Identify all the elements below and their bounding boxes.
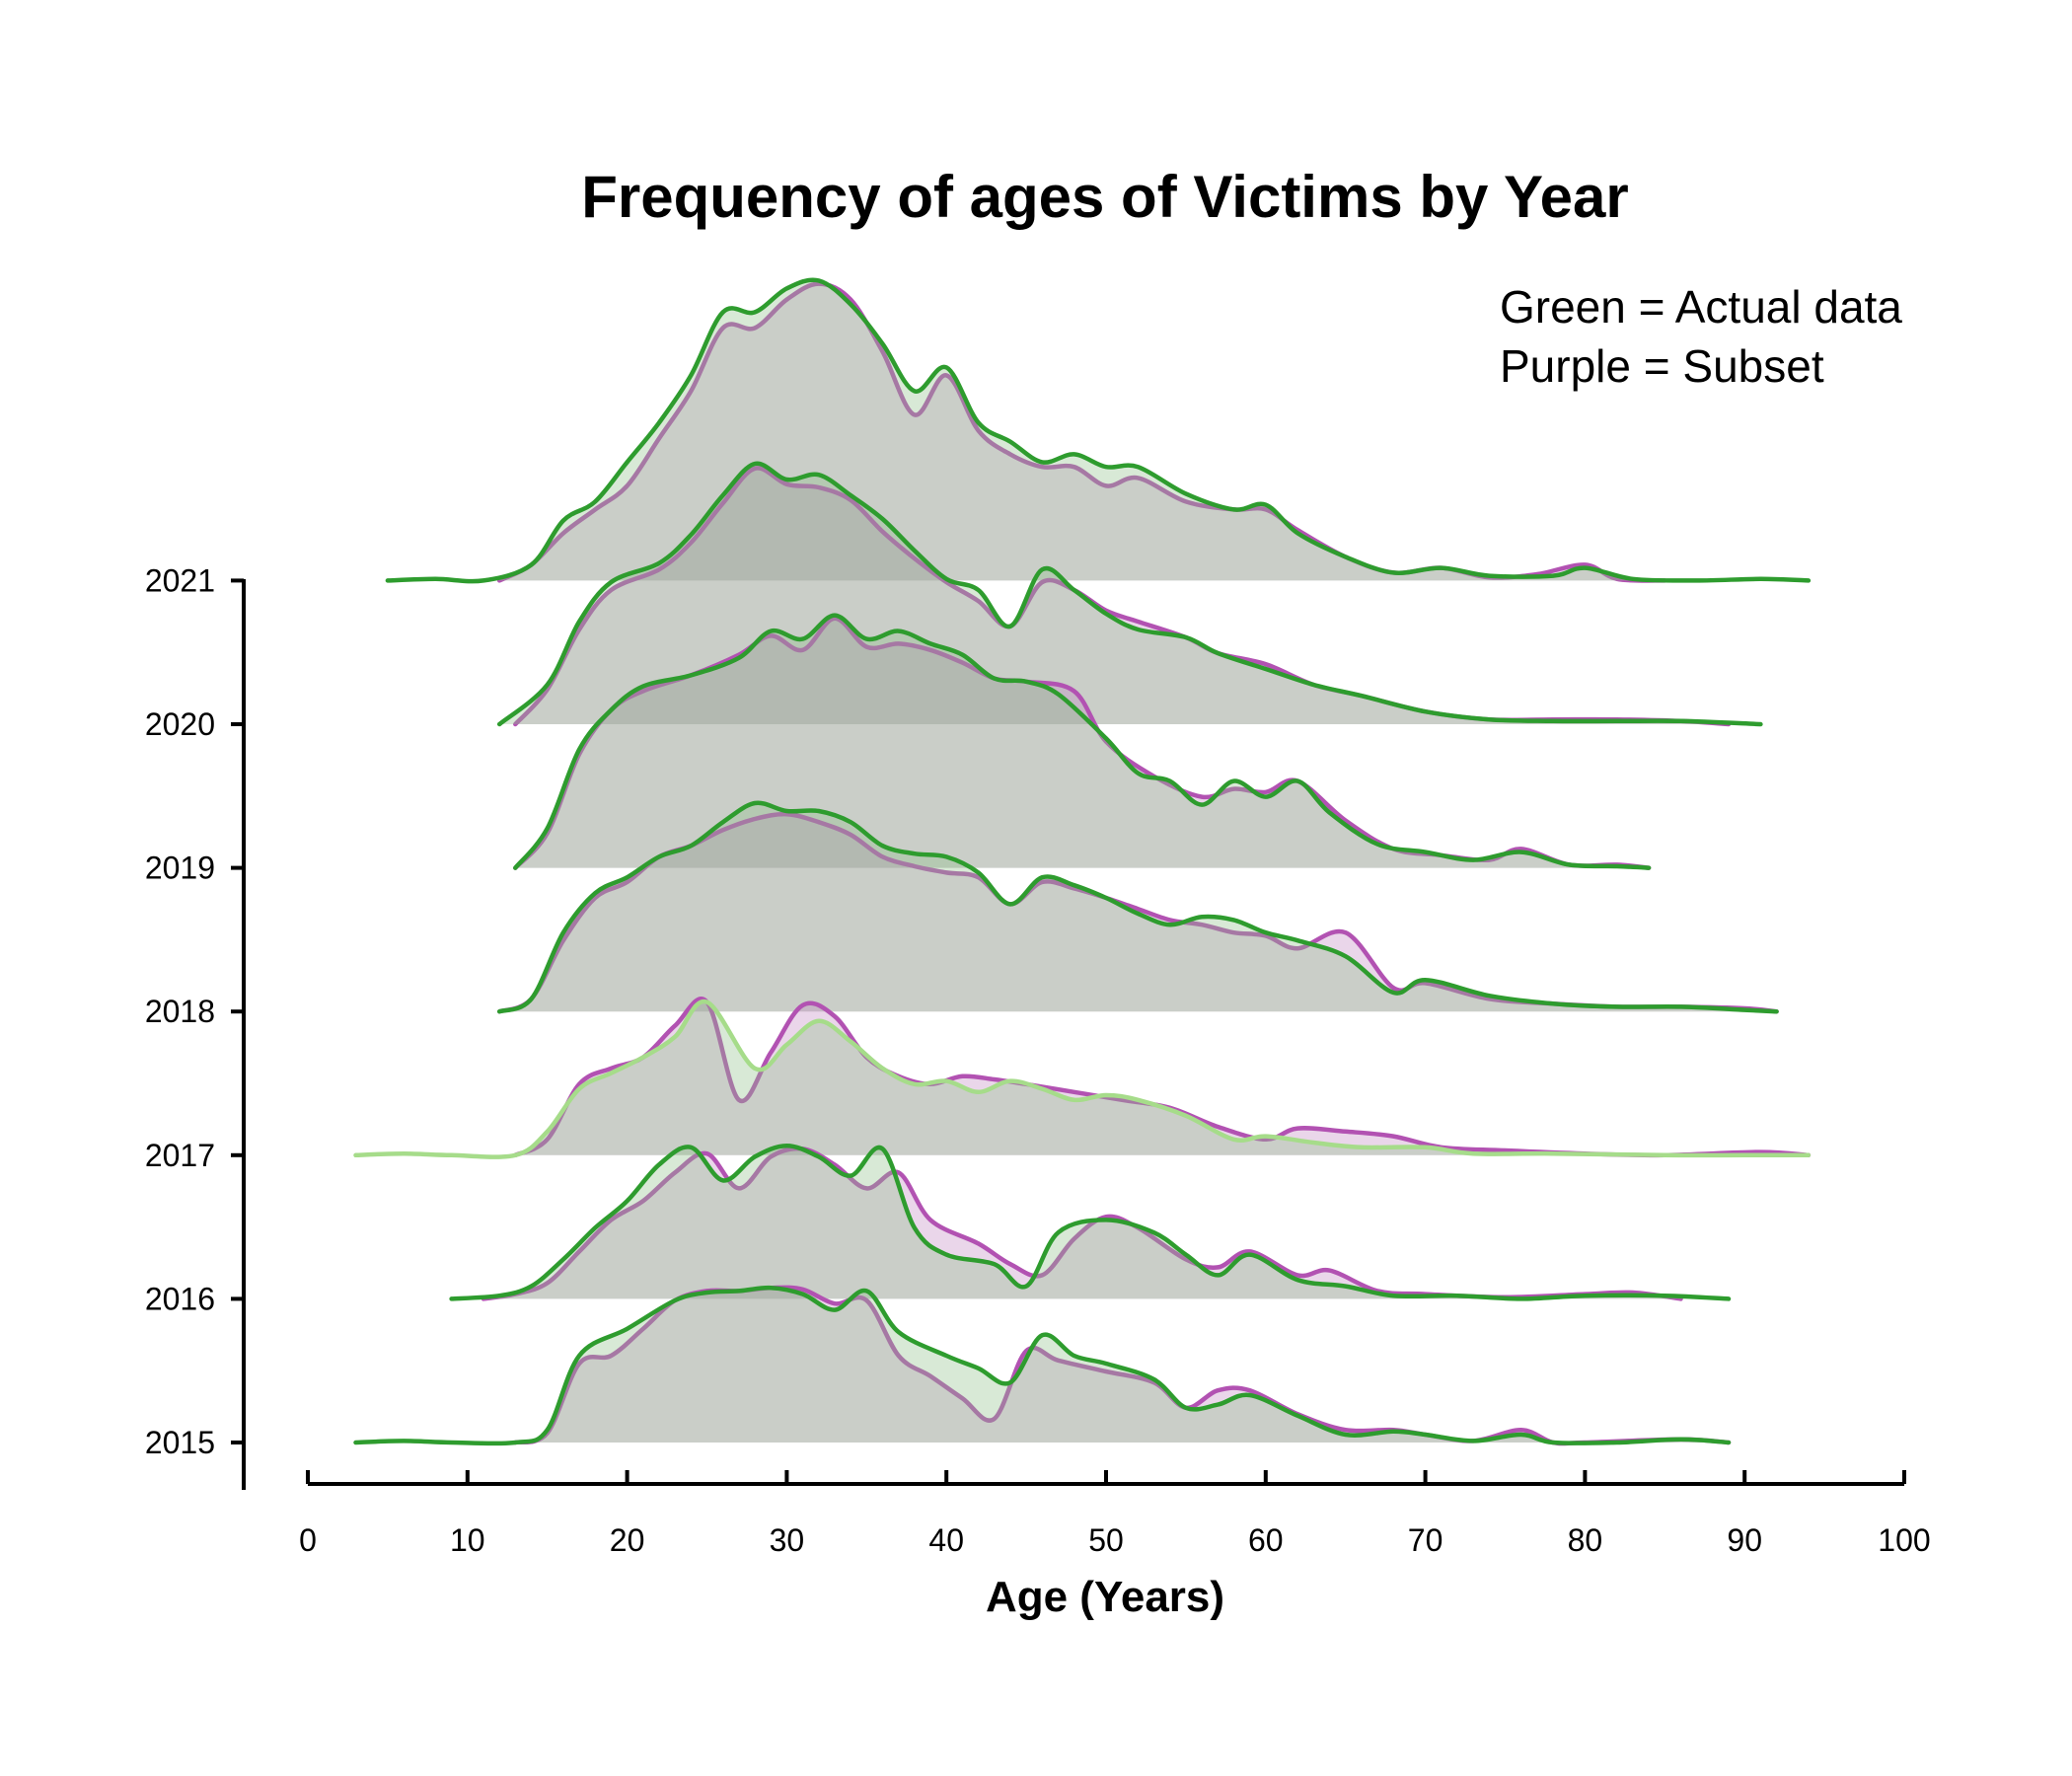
x-tick-label-50: 50	[1088, 1522, 1124, 1558]
y-ticks-group: 2015 2016 2017 2018 2019 2020 2021	[145, 562, 244, 1460]
y-tick-label-2016: 2016	[145, 1281, 215, 1316]
y-tick-label-2019: 2019	[145, 851, 215, 886]
line-subset-2016	[481, 1146, 1683, 1301]
line-actual-2016	[449, 1143, 1732, 1301]
line-actual-2019	[513, 613, 1652, 870]
x-tick-label-60: 60	[1248, 1522, 1284, 1558]
area-actual-2015	[355, 1288, 1729, 1444]
y-tick-label-2018: 2018	[145, 994, 215, 1029]
area-subset-2019	[515, 618, 1650, 868]
area-subset-2015	[515, 1287, 1729, 1444]
x-tick-label-40: 40	[928, 1522, 964, 1558]
x-tick-label-20: 20	[610, 1522, 645, 1558]
line-actual-2021	[385, 277, 1812, 584]
x-tick-label-80: 80	[1568, 1522, 1603, 1558]
legend-line-subset: Purple = Subset	[1500, 340, 1824, 392]
x-axis-label: Age (Years)	[986, 1573, 1224, 1621]
x-tick-label-0: 0	[299, 1522, 317, 1558]
area-subset-2016	[483, 1148, 1681, 1299]
line-actual-2015	[353, 1285, 1732, 1446]
ridge-2015	[353, 1285, 1732, 1446]
x-tick-label-100: 100	[1878, 1522, 1930, 1558]
area-subset-2021	[499, 283, 1665, 581]
line-actual-2020	[496, 461, 1763, 727]
line-actual-2018	[496, 800, 1779, 1014]
y-tick-label-2015: 2015	[145, 1425, 215, 1460]
y-tick-label-2017: 2017	[145, 1138, 215, 1173]
ridge-2016	[449, 1143, 1732, 1301]
y-tick-label-2020: 2020	[145, 706, 215, 742]
ridge-2018	[496, 800, 1779, 1014]
y-tick-label-2021: 2021	[145, 562, 215, 598]
legend-line-actual: Green = Actual data	[1500, 281, 1902, 333]
area-actual-2018	[499, 802, 1777, 1012]
area-subset-2020	[515, 468, 1729, 724]
line-subset-2017	[513, 997, 1812, 1158]
x-tick-label-30: 30	[770, 1522, 805, 1558]
ridges-group	[353, 277, 1812, 1446]
chart-title: Frequency of ages of Victims by Year	[581, 164, 1629, 230]
ridge-2017	[353, 997, 1812, 1159]
area-actual-2017	[355, 1000, 1809, 1157]
x-tick-label-70: 70	[1408, 1522, 1443, 1558]
line-actual-2017	[353, 999, 1812, 1159]
area-actual-2019	[515, 615, 1650, 868]
ridge-2020	[496, 461, 1763, 727]
area-actual-2021	[387, 279, 1809, 582]
ridge-2021	[385, 277, 1812, 584]
area-actual-2020	[499, 463, 1761, 724]
area-subset-2017	[515, 999, 1809, 1155]
ridge-2019	[513, 613, 1652, 870]
x-tick-label-10: 10	[450, 1522, 485, 1558]
x-tick-label-90: 90	[1727, 1522, 1762, 1558]
x-ticks-group: 0 10 20 30 40 50 60 70 80 90 100	[299, 1470, 1931, 1558]
